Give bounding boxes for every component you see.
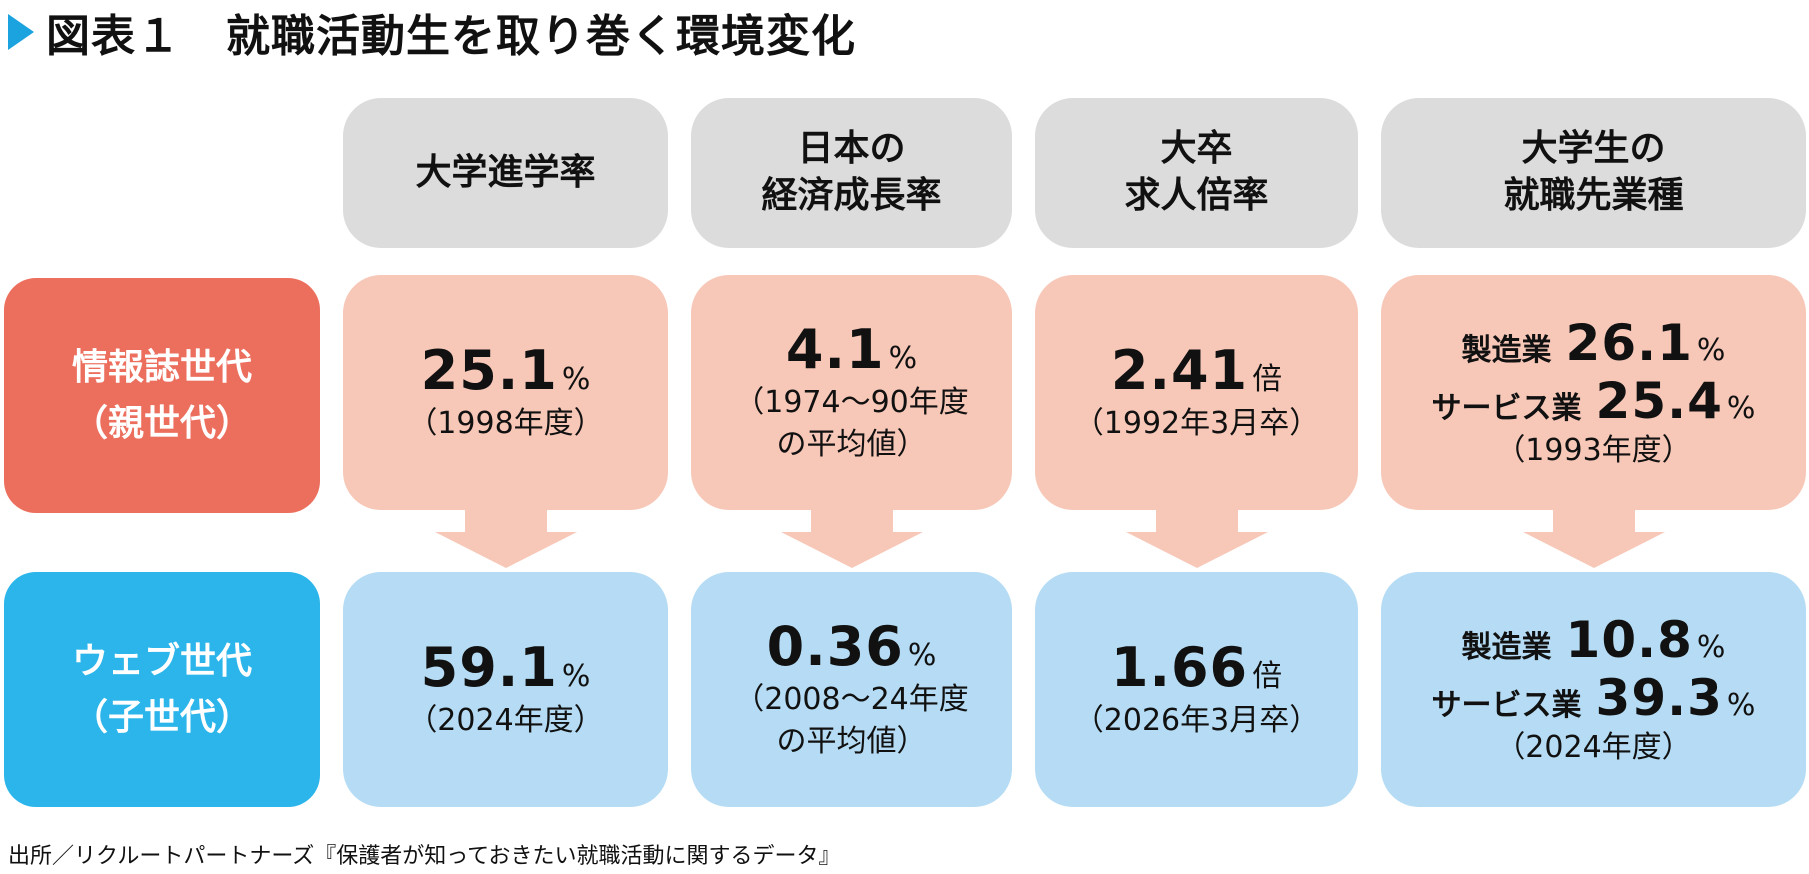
value: 1.66 — [1110, 636, 1249, 700]
source-note: 出所／リクルートパートナーズ『保護者が知っておきたい就職活動に関するデータ』 — [8, 844, 841, 869]
row-label-child-generation: ウェブ世代 （子世代） — [4, 572, 320, 807]
manufacturing-value: 10.8 — [1565, 610, 1693, 669]
value: 25.1 — [420, 339, 558, 403]
unit: 倍 — [1252, 362, 1283, 398]
note-line1: （1974～90年度 — [734, 384, 969, 420]
value: 2.41 — [1110, 339, 1249, 403]
note: （2024年度） — [407, 702, 604, 738]
child-job-openings-cell: 1.66 倍 （2026年3月卒） — [1035, 572, 1358, 807]
service-label: サービス業 — [1431, 390, 1582, 426]
header-university-rate: 大学進学率 — [343, 98, 668, 248]
header-text: 大学進学率 — [415, 151, 596, 193]
row-label-parent-generation: 情報誌世代 （親世代） — [4, 278, 320, 513]
service-line: サービス業 25.4% — [1432, 372, 1756, 430]
row-label-line2: （親世代） — [71, 402, 252, 444]
manufacturing-label: 製造業 — [1461, 629, 1552, 665]
unit: % — [907, 638, 937, 674]
note-line2: の平均値） — [776, 723, 927, 759]
note: （1993年度） — [1495, 432, 1692, 468]
unit: % — [1696, 332, 1726, 368]
value: 59.1 — [420, 636, 558, 700]
header-job-openings-ratio: 大卒 求人倍率 — [1035, 98, 1358, 248]
unit: % — [888, 341, 918, 377]
title-marker-icon — [8, 14, 34, 50]
value-line: 59.1% — [421, 637, 591, 699]
value-line: 4.1% — [786, 319, 917, 381]
note: （2024年度） — [1495, 729, 1692, 765]
manufacturing-label: 製造業 — [1461, 332, 1552, 368]
arrow-down-icon — [435, 508, 577, 568]
value-line: 0.36% — [767, 616, 937, 678]
unit: % — [1726, 390, 1756, 426]
note: （1998年度） — [407, 405, 604, 441]
parent-university-rate-cell: 25.1% （1998年度） — [343, 275, 668, 510]
header-employment-industry: 大学生の 就職先業種 — [1381, 98, 1806, 248]
header-economic-growth: 日本の 経済成長率 — [691, 98, 1012, 248]
child-industry-cell: 製造業 10.8% サービス業 39.3% （2024年度） — [1381, 572, 1806, 807]
service-label: サービス業 — [1431, 687, 1582, 723]
manufacturing-line: 製造業 26.1% — [1462, 314, 1726, 372]
unit: % — [1696, 629, 1726, 665]
value-line: 2.41 倍 — [1111, 340, 1282, 402]
header-text: 大卒 求人倍率 — [1124, 128, 1269, 216]
row-label-line2: （子世代） — [71, 696, 252, 738]
value: 4.1 — [785, 318, 885, 382]
value-line: 1.66 倍 — [1111, 637, 1282, 699]
value-line: 25.1% — [421, 340, 591, 402]
child-university-rate-cell: 59.1% （2024年度） — [343, 572, 668, 807]
parent-industry-cell: 製造業 26.1% サービス業 25.4% （1993年度） — [1381, 275, 1806, 510]
unit: % — [561, 362, 591, 398]
unit: 倍 — [1252, 659, 1283, 695]
note: （2026年3月卒） — [1073, 702, 1320, 738]
row-label-line1: ウェブ世代 — [71, 640, 252, 682]
figure-title: 図表１ 就職活動生を取り巻く環境変化 — [8, 2, 856, 62]
unit: % — [1726, 687, 1756, 723]
parent-job-openings-cell: 2.41 倍 （1992年3月卒） — [1035, 275, 1358, 510]
service-value: 39.3 — [1595, 668, 1723, 727]
note: （1992年3月卒） — [1073, 405, 1320, 441]
child-economic-growth-cell: 0.36% （2008～24年度 の平均値） — [691, 572, 1012, 807]
row-label-line1: 情報誌世代 — [71, 346, 252, 388]
manufacturing-value: 26.1 — [1565, 313, 1693, 372]
unit: % — [561, 659, 591, 695]
title-text: 図表１ 就職活動生を取り巻く環境変化 — [46, 11, 856, 62]
parent-economic-growth-cell: 4.1% （1974～90年度 の平均値） — [691, 275, 1012, 510]
manufacturing-line: 製造業 10.8% — [1462, 611, 1726, 669]
arrow-down-icon — [781, 508, 923, 568]
note-line1: （2008～24年度 — [734, 681, 969, 717]
arrow-down-icon — [1523, 508, 1665, 568]
service-value: 25.4 — [1595, 371, 1723, 430]
value: 0.36 — [766, 615, 904, 679]
header-text: 大学生の 就職先業種 — [1503, 128, 1684, 216]
arrow-down-icon — [1126, 508, 1268, 568]
service-line: サービス業 39.3% — [1432, 669, 1756, 727]
note-line2: の平均値） — [776, 426, 927, 462]
header-text: 日本の 経済成長率 — [761, 128, 942, 216]
